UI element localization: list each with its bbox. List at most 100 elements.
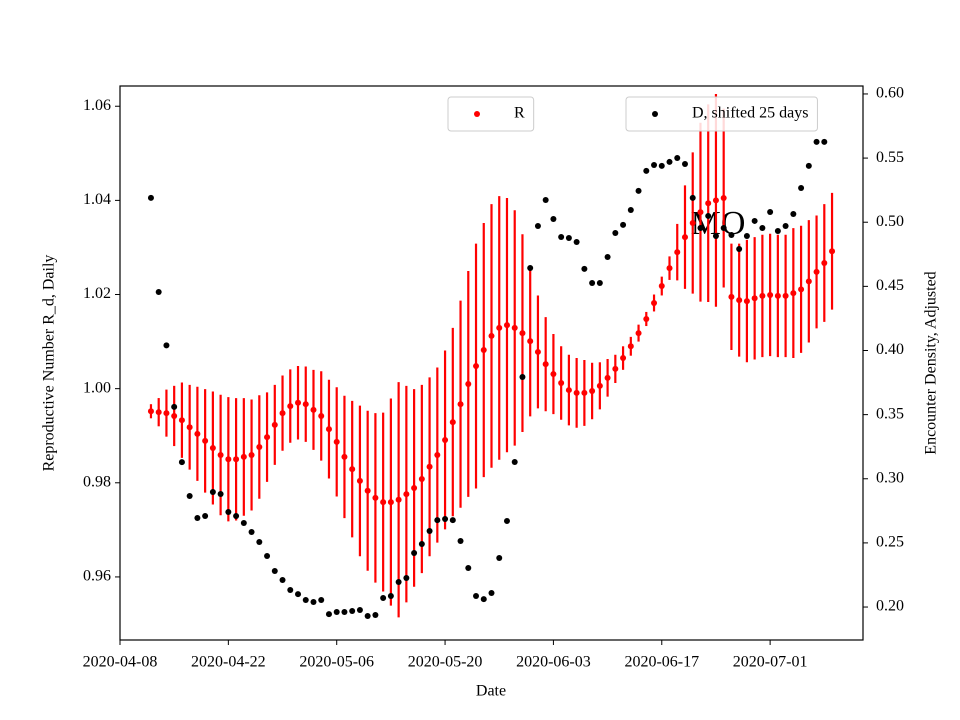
point xyxy=(712,197,719,204)
point xyxy=(736,246,743,253)
point xyxy=(387,593,394,600)
point xyxy=(635,330,642,337)
x-tick-label: 2020-05-20 xyxy=(408,654,483,671)
point xyxy=(356,477,363,484)
point xyxy=(403,491,410,498)
point xyxy=(651,299,658,306)
point xyxy=(480,596,487,603)
point xyxy=(689,194,696,201)
point xyxy=(612,365,619,372)
point xyxy=(627,207,634,214)
y-tick-label: 0.96 xyxy=(83,568,111,585)
point xyxy=(318,596,325,603)
point xyxy=(387,499,394,506)
point xyxy=(279,410,286,417)
point xyxy=(728,293,735,300)
point xyxy=(372,611,379,618)
legend-marker xyxy=(474,111,480,117)
point xyxy=(511,458,518,465)
point xyxy=(178,417,185,424)
point xyxy=(426,463,433,470)
point xyxy=(364,613,371,620)
point xyxy=(542,197,549,204)
y2-tick-label: 0.35 xyxy=(876,405,904,422)
point xyxy=(759,224,766,231)
y2-tick-label: 0.20 xyxy=(876,598,904,615)
point xyxy=(295,591,302,598)
point xyxy=(627,343,634,350)
point xyxy=(248,452,255,459)
point xyxy=(496,324,503,331)
x-tick-label: 2020-06-03 xyxy=(516,654,591,671)
point xyxy=(395,496,402,503)
point xyxy=(651,162,658,169)
point xyxy=(434,452,441,459)
point xyxy=(457,537,464,544)
y-tick-label: 1.04 xyxy=(83,191,111,208)
point xyxy=(674,249,681,256)
point xyxy=(813,268,820,275)
x-tick-label: 2020-06-17 xyxy=(624,654,699,671)
point xyxy=(705,200,712,207)
y-axis-label: Reproductive Number R_d, Daily xyxy=(41,255,58,472)
legend-box xyxy=(447,96,535,132)
point xyxy=(163,342,170,349)
point xyxy=(372,494,379,501)
point xyxy=(550,371,557,378)
point xyxy=(589,388,596,395)
point xyxy=(798,286,805,293)
point xyxy=(604,374,611,381)
point xyxy=(473,363,480,370)
point xyxy=(681,234,688,241)
point xyxy=(589,280,596,287)
point xyxy=(565,235,572,242)
point xyxy=(620,355,627,362)
point xyxy=(465,380,472,387)
point xyxy=(178,459,185,466)
point xyxy=(171,403,178,410)
point xyxy=(341,609,348,616)
point xyxy=(271,567,278,574)
point xyxy=(503,322,510,329)
point xyxy=(473,593,480,600)
point xyxy=(279,576,286,583)
point xyxy=(217,452,224,459)
point xyxy=(565,387,572,394)
y2-tick-label: 0.40 xyxy=(876,341,904,358)
y-tick-label: 1.02 xyxy=(83,285,111,302)
point xyxy=(774,292,781,299)
point xyxy=(248,528,255,535)
point xyxy=(287,403,294,410)
point xyxy=(488,590,495,597)
x-tick-label: 2020-07-01 xyxy=(733,654,808,671)
point xyxy=(681,160,688,167)
point xyxy=(457,401,464,408)
x-tick-label: 2020-05-06 xyxy=(299,654,374,671)
point xyxy=(751,217,758,224)
point xyxy=(163,410,170,417)
point xyxy=(596,382,603,389)
point xyxy=(697,224,704,231)
point xyxy=(403,575,410,582)
point xyxy=(380,595,387,602)
point xyxy=(519,374,526,381)
point xyxy=(302,596,309,603)
point xyxy=(743,298,750,305)
point xyxy=(767,208,774,215)
point xyxy=(256,539,263,546)
point xyxy=(325,426,332,433)
point xyxy=(635,187,642,194)
point xyxy=(720,224,727,231)
point xyxy=(155,289,162,296)
point xyxy=(349,608,356,615)
point xyxy=(612,229,619,236)
point xyxy=(581,389,588,396)
y2-tick-label: 0.45 xyxy=(876,277,904,294)
point xyxy=(380,499,387,506)
point xyxy=(821,138,828,145)
point xyxy=(805,278,812,285)
point xyxy=(774,227,781,234)
point xyxy=(256,444,263,451)
point xyxy=(581,265,588,272)
point xyxy=(147,194,154,201)
